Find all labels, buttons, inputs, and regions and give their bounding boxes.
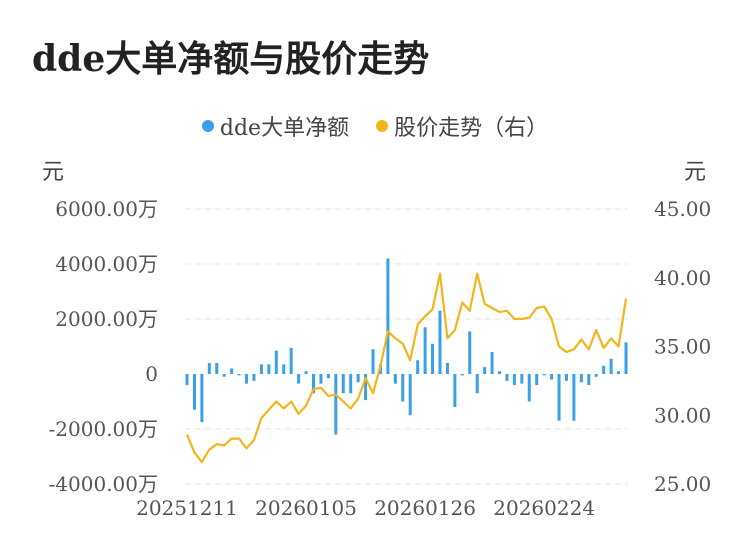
- dde-bar: [386, 258, 390, 374]
- dde-bar: [319, 374, 323, 384]
- price-line: [185, 272, 628, 464]
- x-tick-label: 20260126: [374, 496, 476, 520]
- dde-bar: [274, 350, 278, 374]
- dde-bar: [483, 367, 487, 374]
- dde-bar: [364, 374, 368, 401]
- left-tick-label: -4000.00万: [49, 472, 158, 496]
- dde-bar: [349, 374, 353, 394]
- left-tick-label: 0: [145, 362, 158, 386]
- dde-bar: [192, 374, 196, 410]
- dde-bar: [311, 374, 315, 394]
- legend-dot-price: [376, 120, 389, 132]
- dde-bar: [572, 374, 576, 421]
- dde-bar: [557, 374, 561, 421]
- dde-bar: [304, 371, 308, 374]
- dde-bar: [371, 349, 375, 374]
- dde-bar: [475, 374, 479, 394]
- dde-bar: [289, 347, 293, 374]
- dde-bar: [401, 374, 405, 402]
- dde-bar: [200, 374, 204, 423]
- dde-bar: [252, 374, 256, 381]
- dde-bar: [334, 374, 338, 435]
- dde-bar: [215, 363, 219, 374]
- legend-label-dde: dde大单净额: [219, 116, 350, 141]
- dde-bar: [207, 363, 211, 374]
- dde-bar: [393, 374, 397, 384]
- legend: dde大单净额 股价走势（右）: [0, 110, 750, 142]
- dde-bar: [460, 374, 464, 376]
- right-axis-ticks: 45.00 40.00 35.00 30.00 25.00: [654, 197, 711, 496]
- dde-bar: [602, 365, 606, 374]
- dde-bar: [259, 364, 263, 374]
- dde-bar: [453, 374, 457, 407]
- right-tick-label: 40.00: [654, 266, 711, 290]
- x-tick-label: 20260224: [493, 496, 595, 520]
- dde-bar: [512, 374, 516, 385]
- dde-bar: [520, 374, 524, 384]
- dde-bar: [564, 374, 568, 381]
- dde-bar: [326, 374, 330, 379]
- left-tick-label: -2000.00万: [49, 417, 158, 441]
- x-tick-label: 20260105: [255, 496, 357, 520]
- dde-bar: [356, 374, 360, 383]
- dde-bar: [282, 364, 286, 374]
- dde-bar: [617, 371, 621, 374]
- dde-bar: [297, 374, 301, 384]
- dde-bar: [245, 374, 249, 384]
- right-tick-label: 45.00: [654, 197, 711, 221]
- dde-bar: [468, 331, 472, 374]
- dde-bar: [550, 374, 554, 380]
- dde-bar: [505, 374, 509, 381]
- right-axis-unit: 元: [684, 160, 707, 185]
- dde-bar: [185, 374, 189, 385]
- legend-dot-dde: [201, 120, 214, 132]
- dde-bar: [222, 374, 226, 377]
- dde-bar: [535, 374, 539, 385]
- x-tick-label: 20251211: [136, 496, 238, 520]
- chart-title: dde大单净额与股价走势: [32, 38, 430, 80]
- dde-bar: [445, 363, 449, 374]
- left-tick-label: 6000.00万: [55, 197, 158, 221]
- dde-bar: [341, 374, 345, 394]
- left-axis-unit: 元: [42, 160, 65, 185]
- right-tick-label: 30.00: [654, 403, 711, 427]
- dde-bar: [624, 342, 628, 374]
- dde-bar: [579, 374, 583, 383]
- dde-bar: [587, 374, 591, 385]
- dde-bar: [490, 352, 494, 374]
- dde-bar: [594, 374, 598, 377]
- dde-bar: [609, 358, 613, 374]
- left-tick-label: 4000.00万: [55, 252, 158, 276]
- dde-bar: [267, 364, 271, 374]
- left-axis-ticks: 6000.00万 4000.00万 2000.00万 0 -2000.00万 -4000.…: [49, 197, 158, 496]
- dde-bar: [423, 327, 427, 374]
- price-line-series: [185, 272, 628, 464]
- dde-bar: [230, 368, 234, 374]
- x-axis-ticks: 20251211 20260105 20260126 20260224: [136, 496, 595, 520]
- legend-label-price: 股价走势（右）: [394, 116, 549, 141]
- dde-bar: [438, 310, 442, 374]
- dde-bar: [408, 374, 412, 416]
- right-tick-label: 35.00: [654, 335, 711, 359]
- dde-bar: [237, 374, 241, 376]
- dde-bar: [527, 374, 531, 402]
- dde-bar: [498, 371, 502, 374]
- dde-bar-series: [185, 258, 628, 435]
- right-tick-label: 25.00: [654, 472, 711, 496]
- left-tick-label: 2000.00万: [55, 307, 158, 331]
- legend-item-price[interactable]: 股价走势（右）: [376, 110, 548, 142]
- dde-bar: [431, 343, 435, 374]
- dde-bar: [542, 374, 546, 376]
- dde-bar: [416, 360, 420, 374]
- legend-item-dde[interactable]: dde大单净额: [201, 110, 350, 142]
